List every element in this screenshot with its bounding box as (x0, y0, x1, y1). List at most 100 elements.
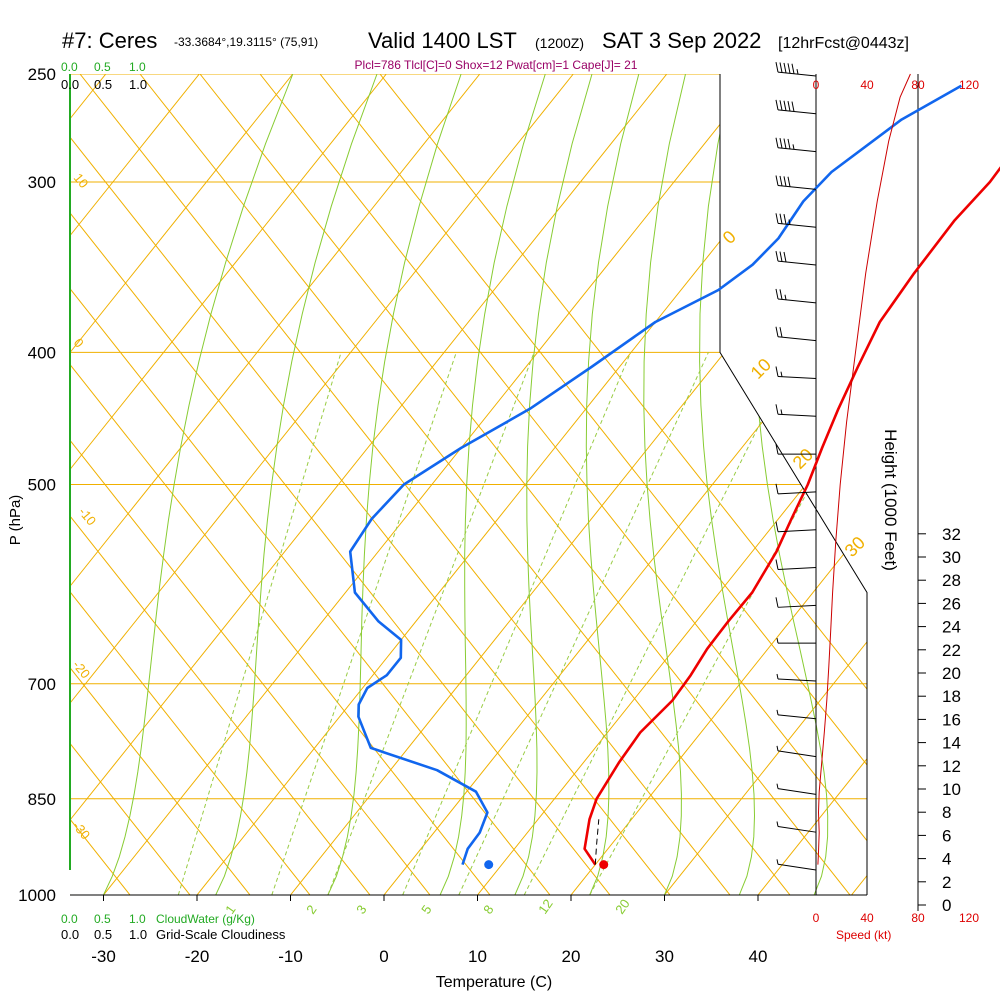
plot-right-edge (719, 74, 868, 895)
cloud-bottom-tick: 0.0 (61, 912, 78, 926)
chart-header: #7: Ceres -33.3684°,19.3115° (75,91) Val… (62, 28, 909, 72)
moist-adiabat-line (699, 74, 756, 895)
isotherm-line (70, 74, 294, 895)
grid-bottom-tick: 1.0 (129, 927, 147, 942)
barb-staff (777, 413, 817, 417)
dry-adiabat-line (70, 74, 311, 895)
mixing-ratio-line (327, 352, 535, 895)
barb-flag (783, 62, 787, 74)
barb-half-flag (784, 294, 787, 300)
dry-adiabat-line (379, 74, 867, 895)
wind-speed-line (817, 73, 911, 865)
cloud-water-label: CloudWater (g/Kg) (156, 912, 255, 926)
speed-top-tick: 40 (860, 78, 874, 92)
isotherm-line (851, 74, 867, 895)
wind-barb (775, 404, 817, 417)
wind-barb (775, 137, 817, 153)
dry-adiabat-line (70, 74, 431, 895)
barb-flag (783, 176, 787, 187)
barb-half-flag (776, 859, 779, 865)
wind-barb (775, 288, 817, 304)
height-tick-label: 28 (942, 571, 961, 590)
height-tick-label: 18 (942, 687, 961, 706)
dry-adiabat-line (70, 74, 191, 895)
barb-flag (783, 251, 787, 263)
barb-flag (779, 251, 783, 262)
wind-barb (775, 483, 817, 495)
y-tick-label: 500 (28, 476, 56, 495)
barb-flag (775, 559, 779, 570)
height-tick-label: 30 (942, 548, 961, 567)
wind-barb (775, 175, 817, 190)
height-tick-label: 32 (942, 525, 961, 544)
mixing-ratio-label: 2 (303, 902, 319, 917)
station-name: #7: Ceres (62, 28, 157, 53)
barb-flag (775, 326, 779, 337)
height-tick-label: 4 (942, 850, 951, 869)
cloud-scale-top: 0.0 0.5 1.0 0.0 0.5 1.0 (61, 60, 147, 92)
y-tick-label: 400 (28, 343, 56, 362)
wind-barb (775, 251, 817, 266)
grid-top-tick: 0.5 (94, 77, 112, 92)
barb-flag (775, 62, 779, 73)
y-tick-label: 300 (28, 173, 56, 192)
x-axis-title: Temperature (C) (436, 974, 552, 991)
wind-barb (775, 213, 817, 228)
speed-bottom-tick: 0 (813, 911, 820, 925)
dewpoint-line (348, 84, 962, 866)
cloud-top-tick: 0.5 (94, 60, 111, 74)
y-tick-label: 700 (28, 675, 56, 694)
isotherm-line (70, 74, 200, 895)
cloud-bottom-tick: 1.0 (129, 912, 146, 926)
height-tick-label: 24 (942, 618, 961, 637)
wind-barb (776, 821, 817, 833)
wind-barb (775, 366, 817, 379)
barb-half-flag (776, 709, 779, 715)
barb-flag (775, 521, 779, 532)
barb-flag (775, 175, 779, 186)
height-tick-label: 0 (942, 896, 951, 915)
speed-bottom-tick: 80 (911, 911, 925, 925)
barb-flag (791, 63, 795, 74)
barb-staff (777, 260, 817, 266)
barb-half-flag (776, 821, 779, 827)
barb-half-flag (788, 219, 791, 225)
barb-staff (777, 788, 817, 795)
dry-adiabat-line (259, 74, 867, 895)
mixing-ratio-label: 3 (353, 902, 369, 917)
x-tick-label: 40 (749, 947, 768, 966)
height-tick-label: 10 (942, 780, 961, 799)
speed-top-tick: 0 (813, 78, 820, 92)
x-tick-label: 10 (468, 947, 487, 966)
barb-half-flag (780, 409, 783, 415)
barb-staff (777, 109, 817, 115)
plot-frame (69, 74, 919, 911)
wind-barb (776, 745, 817, 758)
isotherm-line (664, 74, 867, 895)
barb-flag (779, 289, 783, 300)
wind-barb (775, 443, 816, 455)
cloud-bottom-tick: 0.5 (94, 912, 111, 926)
barb-flag (775, 597, 779, 608)
wind-barb (775, 559, 817, 571)
y-tick-label: 250 (28, 65, 56, 84)
temperature-line (583, 166, 1000, 866)
y-tick-label: 850 (28, 790, 56, 809)
moist-adiabat-line (643, 74, 686, 895)
surface-temperature-marker (599, 860, 609, 870)
speed-top-tick: 80 (911, 78, 925, 92)
barb-staff (777, 604, 817, 608)
barb-flag (779, 327, 783, 338)
barb-flag (779, 62, 783, 73)
grid-top-tick: 1.0 (129, 77, 147, 92)
mixing-ratio-line (177, 352, 342, 895)
isotherm-label: 10 (747, 355, 775, 383)
height-axis-title: Height (1000 Feet) (881, 429, 900, 571)
y-axis-title: P (hPa) (7, 495, 24, 546)
isotherm-label: 0 (719, 227, 740, 248)
dry-adiabat-line (70, 74, 491, 895)
mixing-ratio-label: 5 (418, 902, 434, 917)
sounding-indices: Plcl=786 Tlcl[C]=0 Shox=12 Pwat[cm]=1 Ca… (355, 58, 638, 72)
barb-staff (777, 298, 817, 304)
